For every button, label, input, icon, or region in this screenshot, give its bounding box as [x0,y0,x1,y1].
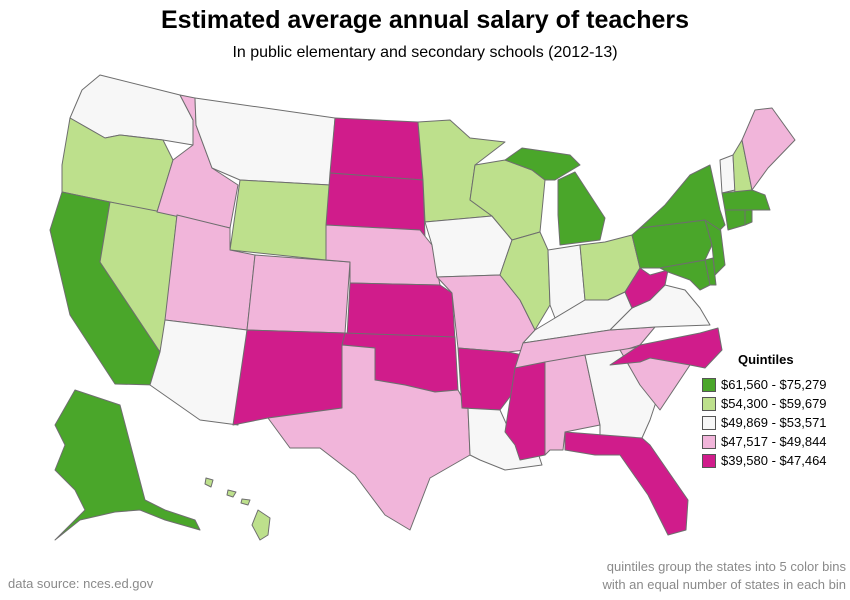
state-arizona [149,319,248,426]
state-new-york [639,164,726,231]
legend-label-3: $49,869 - $53,571 [721,415,827,430]
state-north-carolina [609,327,723,369]
legend-label-4: $47,517 - $49,844 [721,434,827,449]
state-michigan [504,147,606,246]
legend-title: Quintiles [738,352,794,367]
legend-item-4: $47,517 - $49,844 [702,432,850,451]
map-subtitle: In public elementary and secondary schoo… [232,44,618,61]
legend-swatch-2 [702,396,716,411]
map-title: Estimated average annual salary of teach… [160,6,690,34]
legend-label-2: $54,300 - $59,679 [721,396,827,411]
legend-swatch-3 [702,415,716,430]
state-florida [564,431,689,536]
state-colorado [246,254,351,334]
legend-label-1: $61,560 - $75,279 [721,377,827,392]
state-wyoming [229,179,331,261]
state-connecticut [724,209,746,231]
legend-item-2: $54,300 - $59,679 [702,394,850,413]
legend: Quintiles $61,560 - $75,279 $54,300 - $5… [702,352,850,470]
state-west-virginia [624,267,669,309]
legend-swatch-4 [702,434,716,449]
state-alaska [54,389,201,541]
state-texas [267,344,471,531]
quintile-note: quintiles group the states into 5 color … [602,558,846,594]
legend-item-5: $39,580 - $47,464 [702,451,850,470]
state-kansas [346,282,456,341]
quintile-note-line-2: with an equal number of states in each b… [602,577,846,592]
legend-item-1: $61,560 - $75,279 [702,375,850,394]
state-massachusetts [721,189,771,211]
legend-swatch-1 [702,377,716,392]
state-hawaii [204,477,271,541]
state-delaware [704,257,717,286]
state-rhode-island [744,209,753,226]
data-source-note: data source: nces.ed.gov [8,576,154,591]
state-vermont [719,154,736,194]
state-illinois [499,231,551,331]
legend-swatch-5 [702,453,716,468]
state-maine [741,107,796,191]
state-iowa [424,215,513,278]
legend-item-3: $49,869 - $53,571 [702,413,850,432]
quintile-note-line-1: quintiles group the states into 5 color … [606,559,846,574]
legend-label-5: $39,580 - $47,464 [721,453,827,468]
state-north-dakota [329,117,424,181]
